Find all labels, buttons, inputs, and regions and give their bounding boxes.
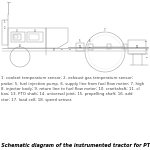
Text: 9: 9	[53, 48, 55, 52]
Bar	[76, 43, 84, 51]
Text: 8: 8	[19, 44, 21, 48]
Bar	[11, 32, 25, 42]
Text: 8. injector body; 9. return line to fuel flow meter; 10. crankshaft; 11. cl: 8. injector body; 9. return line to fuel…	[1, 87, 140, 91]
Bar	[128, 40, 146, 54]
Bar	[88, 44, 93, 50]
Text: 12: 12	[78, 45, 82, 49]
Text: 7: 7	[104, 28, 106, 32]
Text: 6: 6	[89, 39, 91, 43]
Bar	[123, 44, 127, 49]
Text: box; 13. PTO shaft; 14. universal joint; 15. propelling shaft; 16. add: box; 13. PTO shaft; 14. universal joint;…	[1, 93, 132, 96]
Text: 16: 16	[135, 45, 139, 49]
Text: 10: 10	[61, 50, 63, 51]
Bar	[27, 32, 43, 42]
Text: 18: 18	[145, 57, 148, 59]
Text: 13: 13	[89, 46, 92, 48]
Bar	[14, 35, 18, 38]
Text: 1: 1	[4, 20, 6, 24]
Text: 3: 3	[16, 29, 18, 33]
Bar	[29, 34, 39, 40]
Text: ctor; 17. load cell; 18. speed sensor.: ctor; 17. load cell; 18. speed sensor.	[1, 98, 72, 102]
Text: 2: 2	[4, 26, 6, 30]
Text: probe; 5. fuel injection pump. 6. supply line from fuel flow meter; 7. high: probe; 5. fuel injection pump. 6. supply…	[1, 81, 144, 85]
Text: 17: 17	[145, 50, 148, 51]
Text: 11: 11	[69, 50, 71, 51]
Bar	[8, 28, 46, 48]
Bar	[13, 34, 21, 40]
Text: 5: 5	[79, 39, 81, 43]
Text: 4: 4	[34, 29, 36, 33]
Text: Fig. 2: Schematic diagram of the instrumented tractor for PTO test: Fig. 2: Schematic diagram of the instrum…	[0, 143, 150, 148]
Text: 1. coolant temperature sensor; 2. exhaust gas temperature sensor;: 1. coolant temperature sensor; 2. exhaus…	[1, 76, 133, 80]
Bar	[107, 44, 111, 49]
